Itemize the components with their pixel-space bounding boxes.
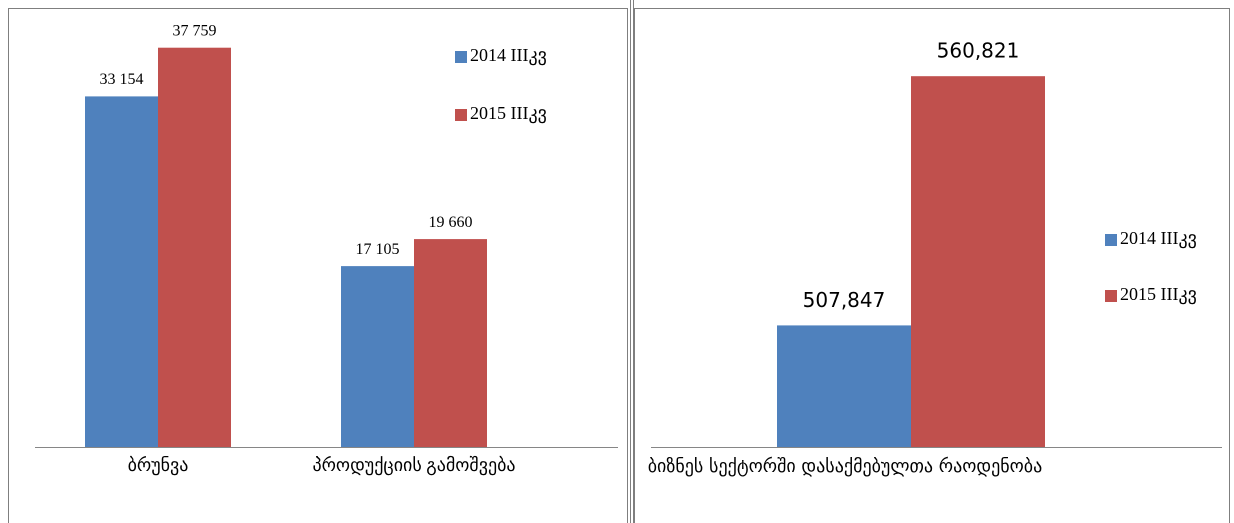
x-tick-label: პროდუქციის გამოშვება — [312, 455, 515, 476]
legend-swatch — [455, 51, 467, 63]
x-tick-label: ბიზნეს სექტორში დასაქმებულთა რაოდენობა — [648, 456, 1043, 477]
legend-label: 2014 IIIკვ — [470, 45, 547, 66]
legend-label: 2015 IIIკვ — [1120, 284, 1197, 305]
x-tick-label: ბრუნვა — [128, 455, 189, 476]
bar — [341, 266, 414, 447]
bar — [911, 76, 1045, 448]
bar — [158, 47, 231, 447]
bar — [85, 96, 158, 447]
legend-swatch — [1105, 290, 1117, 302]
value-label: 507,847 — [803, 288, 886, 312]
legend-label: 2014 IIIკვ — [1120, 228, 1197, 249]
value-label: 17 105 — [356, 241, 400, 258]
panel-border — [8, 8, 628, 523]
value-label: 37 759 — [173, 22, 217, 39]
chart-right: ბიზნეს სექტორში დასაქმებულთა რაოდენობა 50… — [648, 39, 1222, 477]
legend-label: 2015 IIIკვ — [470, 103, 547, 124]
value-label: 19 660 — [429, 214, 473, 231]
value-label: 33 154 — [100, 71, 144, 88]
legend-swatch — [455, 109, 467, 121]
chart-left: ბრუნვა 33 154 37 759 პროდუქციის გამოშვება 17… — [35, 22, 618, 476]
legend-swatch — [1105, 234, 1117, 246]
bar — [777, 325, 911, 447]
value-label: 560,821 — [937, 39, 1020, 63]
bar — [414, 239, 487, 447]
panel-border — [634, 8, 1230, 523]
